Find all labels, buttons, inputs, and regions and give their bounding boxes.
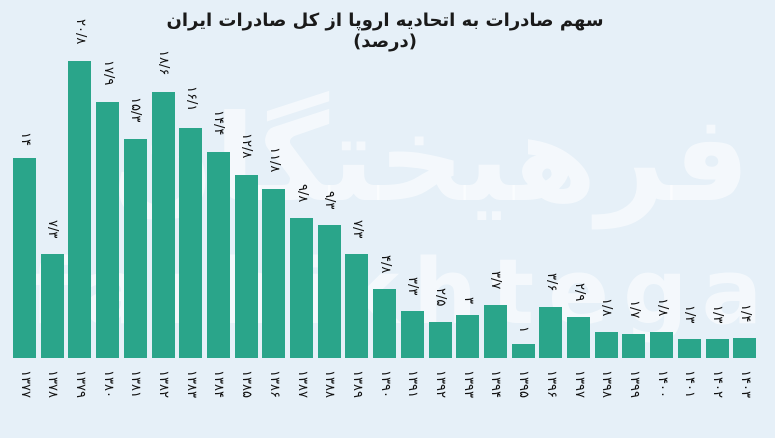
bar <box>373 289 397 358</box>
x-axis-label: ۱۳۹۶ <box>543 370 559 398</box>
x-axis-label: ۱۳۹۷ <box>571 370 587 398</box>
value-label: ۱۸/۶ <box>156 50 171 76</box>
bar <box>262 189 286 358</box>
x-axis-label: ۱۳۷۹ <box>72 370 88 398</box>
x-axis-label: ۱۳۸۵ <box>239 370 255 398</box>
value-label: ۹/۸ <box>294 183 310 203</box>
bar <box>40 253 64 358</box>
bar <box>345 253 369 358</box>
value-label: ۱۵/۳ <box>128 97 144 123</box>
bar <box>290 217 313 358</box>
bar <box>733 337 757 358</box>
x-axis-label: ۱۴۰۲ <box>710 370 725 398</box>
x-axis-label: ۱۳۷۸ <box>45 370 61 398</box>
x-axis-label: ۱۳۷۷ <box>17 370 33 398</box>
x-axis-label: ۱۳۸۱ <box>128 370 144 398</box>
value-label: ۱۷/۹ <box>100 60 116 86</box>
value-label: ۱/۳ <box>682 305 698 324</box>
bar <box>650 332 674 358</box>
bar <box>428 322 452 358</box>
value-label: ۹/۳ <box>322 191 338 210</box>
x-axis-label: ۱۳۹۱ <box>405 370 421 398</box>
x-axis-label: ۱۳۸۴ <box>211 370 227 398</box>
x-axis-label: ۱۳۸۲ <box>156 370 171 398</box>
bar <box>400 310 424 358</box>
value-label: ۱۶/۱ <box>183 85 199 112</box>
bar <box>456 315 480 358</box>
value-label: ۲۰/۸ <box>72 18 88 44</box>
bar <box>13 157 36 358</box>
value-label: ۱۱/۸ <box>266 147 282 173</box>
value-label: ۳/۳ <box>405 276 421 296</box>
bar <box>483 305 507 358</box>
value-label: ۳/۷ <box>488 271 504 290</box>
x-axis-label: ۱۳۸۸ <box>322 370 338 398</box>
value-label: ۱/۷ <box>626 299 642 319</box>
bar <box>151 92 175 358</box>
value-label: ۱/۸ <box>654 298 670 317</box>
value-label: ۱۴/۴ <box>211 110 227 136</box>
bar <box>677 339 701 358</box>
value-label: ۳ <box>460 297 476 305</box>
bar <box>594 332 618 358</box>
value-label: ۳/۶ <box>543 272 559 291</box>
x-axis-label: ۱۳۹۴ <box>488 370 504 398</box>
value-label: ۷/۳ <box>349 219 365 238</box>
x-axis-label: ۱۴۰۰ <box>654 370 670 398</box>
bar <box>317 225 341 358</box>
value-label: ۱ <box>516 325 532 333</box>
value-label: ۲/۵ <box>433 288 448 307</box>
x-axis-label: ۱۴۰۱ <box>682 370 698 398</box>
x-axis-label: ۱۳۹۲ <box>433 370 448 398</box>
bar <box>567 316 590 358</box>
x-axis-label: ۱۳۸۰ <box>100 370 116 398</box>
bar <box>705 339 729 358</box>
value-label: ۱/۴ <box>737 303 753 323</box>
x-axis-label: ۱۳۸۳ <box>183 370 199 398</box>
x-axis-label: ۱۳۹۳ <box>460 370 476 398</box>
x-axis-label: ۱۳۹۰ <box>377 370 393 398</box>
bar <box>511 343 535 358</box>
value-label: ۱/۸ <box>599 298 615 317</box>
x-axis-label: ۱۳۹۵ <box>516 370 532 398</box>
bar <box>123 139 147 358</box>
value-label: ۷/۳ <box>45 219 61 238</box>
value-label: ۱/۳ <box>710 305 725 324</box>
chart-title: سهم صادرات به اتحادیه اروپا از کل صادرات… <box>166 10 604 52</box>
value-label: ۴/۸ <box>377 255 393 274</box>
bar <box>179 127 203 358</box>
x-axis-label: ۱۳۸۷ <box>294 370 310 398</box>
value-label: ۲/۹ <box>571 282 587 301</box>
x-axis-label: ۱۳۸۹ <box>349 370 365 398</box>
bar <box>206 152 230 358</box>
bar <box>234 174 258 358</box>
x-axis-label: ۱۳۹۹ <box>626 370 642 398</box>
bar <box>68 60 92 358</box>
value-label: ۱۲/۸ <box>239 132 255 159</box>
x-axis-label: ۱۳۹۸ <box>599 370 615 398</box>
bar <box>96 102 120 358</box>
x-axis-label: ۱۳۸۶ <box>266 370 282 398</box>
value-label: ۱۴ <box>17 131 33 146</box>
bar <box>622 333 646 358</box>
x-axis-label: ۱۴۰۳ <box>737 370 753 398</box>
bar <box>539 306 563 358</box>
